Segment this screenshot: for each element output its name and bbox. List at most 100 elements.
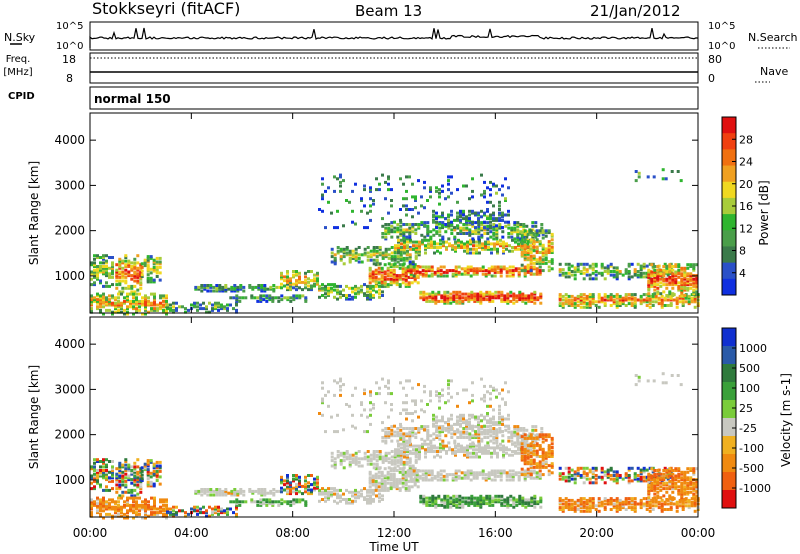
velocity-cell xyxy=(529,460,533,464)
power-cell xyxy=(374,279,378,283)
velocity-cell xyxy=(96,478,99,482)
velocity-cell xyxy=(409,471,413,475)
velocity-cell xyxy=(400,446,403,450)
velocity-cell xyxy=(397,450,400,453)
power-cell xyxy=(336,209,339,213)
power-cell xyxy=(529,265,533,269)
velocity-cell xyxy=(368,481,372,485)
power-cell xyxy=(469,251,472,255)
power-cell xyxy=(618,270,622,273)
power-cell xyxy=(102,265,105,268)
velocity-cell xyxy=(495,422,498,426)
velocity-cell xyxy=(624,475,628,479)
power-cell xyxy=(409,270,413,274)
velocity-cell xyxy=(224,488,228,491)
power-cell xyxy=(117,308,120,312)
velocity-cell xyxy=(196,512,199,516)
power-cell xyxy=(384,228,388,232)
velocity-cell xyxy=(439,478,443,482)
power-cell xyxy=(630,262,634,266)
power-cell xyxy=(495,237,499,241)
velocity-cell xyxy=(377,470,381,474)
power-cell xyxy=(321,197,324,201)
power-cell xyxy=(111,272,114,276)
velocity-cell xyxy=(363,457,367,461)
power-cell xyxy=(463,242,466,246)
power-cell xyxy=(692,288,696,292)
power-cell xyxy=(153,307,156,311)
power-cell xyxy=(659,268,663,272)
velocity-cell xyxy=(342,498,345,501)
power-cell xyxy=(202,307,205,311)
power-cell xyxy=(127,261,131,265)
power-cell xyxy=(487,246,490,249)
velocity-cell xyxy=(522,427,526,430)
velocity-cell xyxy=(564,500,568,504)
power-cell xyxy=(130,277,134,281)
power-cell xyxy=(573,304,577,307)
power-cell xyxy=(454,274,458,278)
velocity-cell xyxy=(518,496,522,500)
velocity-cell xyxy=(412,473,416,477)
power-cell xyxy=(200,289,204,293)
velocity-cell xyxy=(424,442,427,446)
velocity-cell xyxy=(490,446,493,450)
power-cell xyxy=(588,266,592,270)
power-cell xyxy=(645,275,649,279)
power-cell xyxy=(648,262,652,266)
velocity-cell xyxy=(547,447,551,451)
power-cell xyxy=(429,188,432,192)
power-cell xyxy=(472,247,475,251)
velocity-cell xyxy=(517,448,520,452)
power-cell xyxy=(324,295,327,299)
power-cell xyxy=(579,293,583,297)
power-cell xyxy=(561,298,565,302)
velocity-cell xyxy=(458,502,462,506)
velocity-cell xyxy=(202,505,205,509)
velocity-cell xyxy=(387,427,391,430)
power-cell xyxy=(126,310,129,314)
power-cell xyxy=(600,262,604,266)
power-cell xyxy=(90,263,93,267)
power-cell xyxy=(121,275,125,279)
velocity-cell xyxy=(389,483,393,487)
power-cell xyxy=(665,279,669,283)
power-cell xyxy=(430,246,433,249)
freq-tick-top: 18 xyxy=(62,53,76,66)
velocity-cell xyxy=(442,444,445,448)
velocity-cell xyxy=(90,465,93,469)
power-cell xyxy=(432,213,435,217)
power-cell xyxy=(450,220,453,224)
power-cell xyxy=(115,283,119,287)
velocity-cell xyxy=(446,498,450,502)
velocity-cell xyxy=(372,488,375,492)
power-cell xyxy=(494,296,498,300)
power-cell xyxy=(526,256,530,260)
velocity-cell xyxy=(459,417,462,421)
velocity-cell xyxy=(418,474,422,478)
velocity-cell xyxy=(633,474,637,477)
velocity-cell xyxy=(398,478,402,482)
power-cell xyxy=(465,217,468,221)
power-cell xyxy=(686,279,690,283)
power-cell xyxy=(618,300,622,304)
power-cell xyxy=(381,224,385,228)
power-cell xyxy=(654,296,658,300)
power-cell xyxy=(387,223,391,226)
power-cell xyxy=(495,184,498,188)
power-cell xyxy=(366,251,370,255)
velocity-cell xyxy=(516,427,520,430)
power-cell xyxy=(483,191,486,195)
power-cell xyxy=(686,288,690,292)
velocity-cell xyxy=(444,427,448,430)
power-cell xyxy=(461,292,465,296)
power-cell xyxy=(558,296,562,300)
velocity-cell xyxy=(105,512,108,516)
velocity-cell xyxy=(492,441,496,445)
power-cell xyxy=(369,189,372,193)
power-cell xyxy=(674,272,678,276)
power-cell xyxy=(398,283,402,287)
velocity-cell xyxy=(407,488,411,492)
power-cell xyxy=(387,262,391,266)
velocity-cell xyxy=(506,502,510,506)
